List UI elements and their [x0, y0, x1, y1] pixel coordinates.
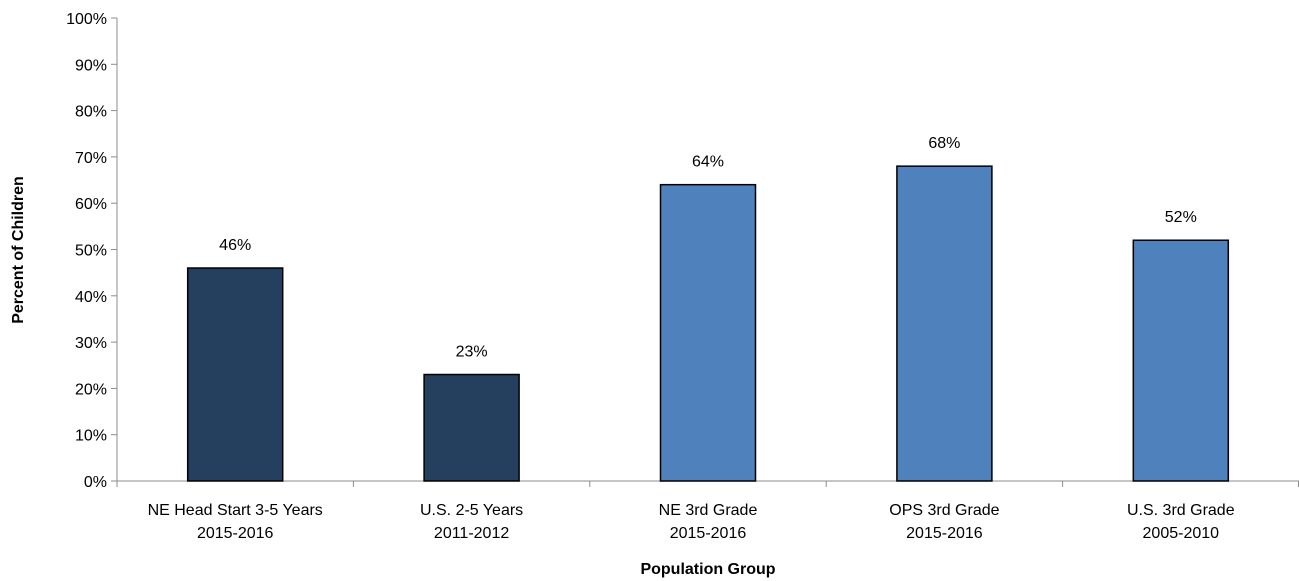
x-tick-label: OPS 3rd Grade	[889, 502, 999, 519]
x-axis: NE Head Start 3-5 Years 2015-2016 U.S. 2-5…	[116, 480, 1299, 542]
bar	[186, 267, 284, 482]
bar	[423, 373, 520, 482]
y-tick-label: 100%	[66, 11, 107, 28]
y-tick-label: 0%	[84, 474, 107, 491]
y-tick-label: 90%	[75, 57, 107, 74]
y-tick-label: 70%	[75, 150, 107, 167]
bar	[659, 183, 757, 482]
x-tick-label: 2015-2016	[906, 525, 983, 542]
y-tick-label: 10%	[75, 428, 107, 445]
x-tick-label: U.S. 2-5 Years	[420, 502, 523, 519]
bar	[896, 165, 993, 482]
bars	[186, 165, 1230, 482]
y-tick-label: 80%	[75, 104, 107, 121]
bar	[1132, 239, 1230, 482]
x-tick-label: 2015-2016	[197, 525, 274, 542]
data-label: 23%	[456, 344, 488, 361]
y-tick-label: 40%	[75, 289, 107, 306]
data-label: 68%	[928, 135, 960, 152]
x-tick-label: NE 3rd Grade	[659, 502, 758, 519]
y-tick-label: 20%	[75, 381, 107, 398]
y-tick-label: 60%	[75, 196, 107, 213]
x-tick-label: 2015-2016	[670, 525, 747, 542]
x-tick-label: 2005-2010	[1143, 525, 1220, 542]
data-labels: 46% 23% 64% 68% 52%	[219, 135, 1197, 360]
y-tick-label: 30%	[75, 335, 107, 352]
y-axis-title: Percent of Children	[10, 176, 27, 324]
x-tick-label: NE Head Start 3-5 Years	[148, 502, 323, 519]
x-tick-label: U.S. 3rd Grade	[1127, 502, 1235, 519]
y-tick-label: 50%	[75, 243, 107, 260]
y-axis: 0% 10% 20% 30% 40% 50% 60% 70% 80% 90% 100%	[66, 11, 118, 491]
x-tick-label: 2011-2012	[434, 525, 509, 542]
x-axis-title: Population Group	[640, 561, 775, 578]
data-label: 52%	[1165, 209, 1197, 226]
data-label: 64%	[692, 154, 724, 171]
data-label: 46%	[219, 237, 251, 254]
